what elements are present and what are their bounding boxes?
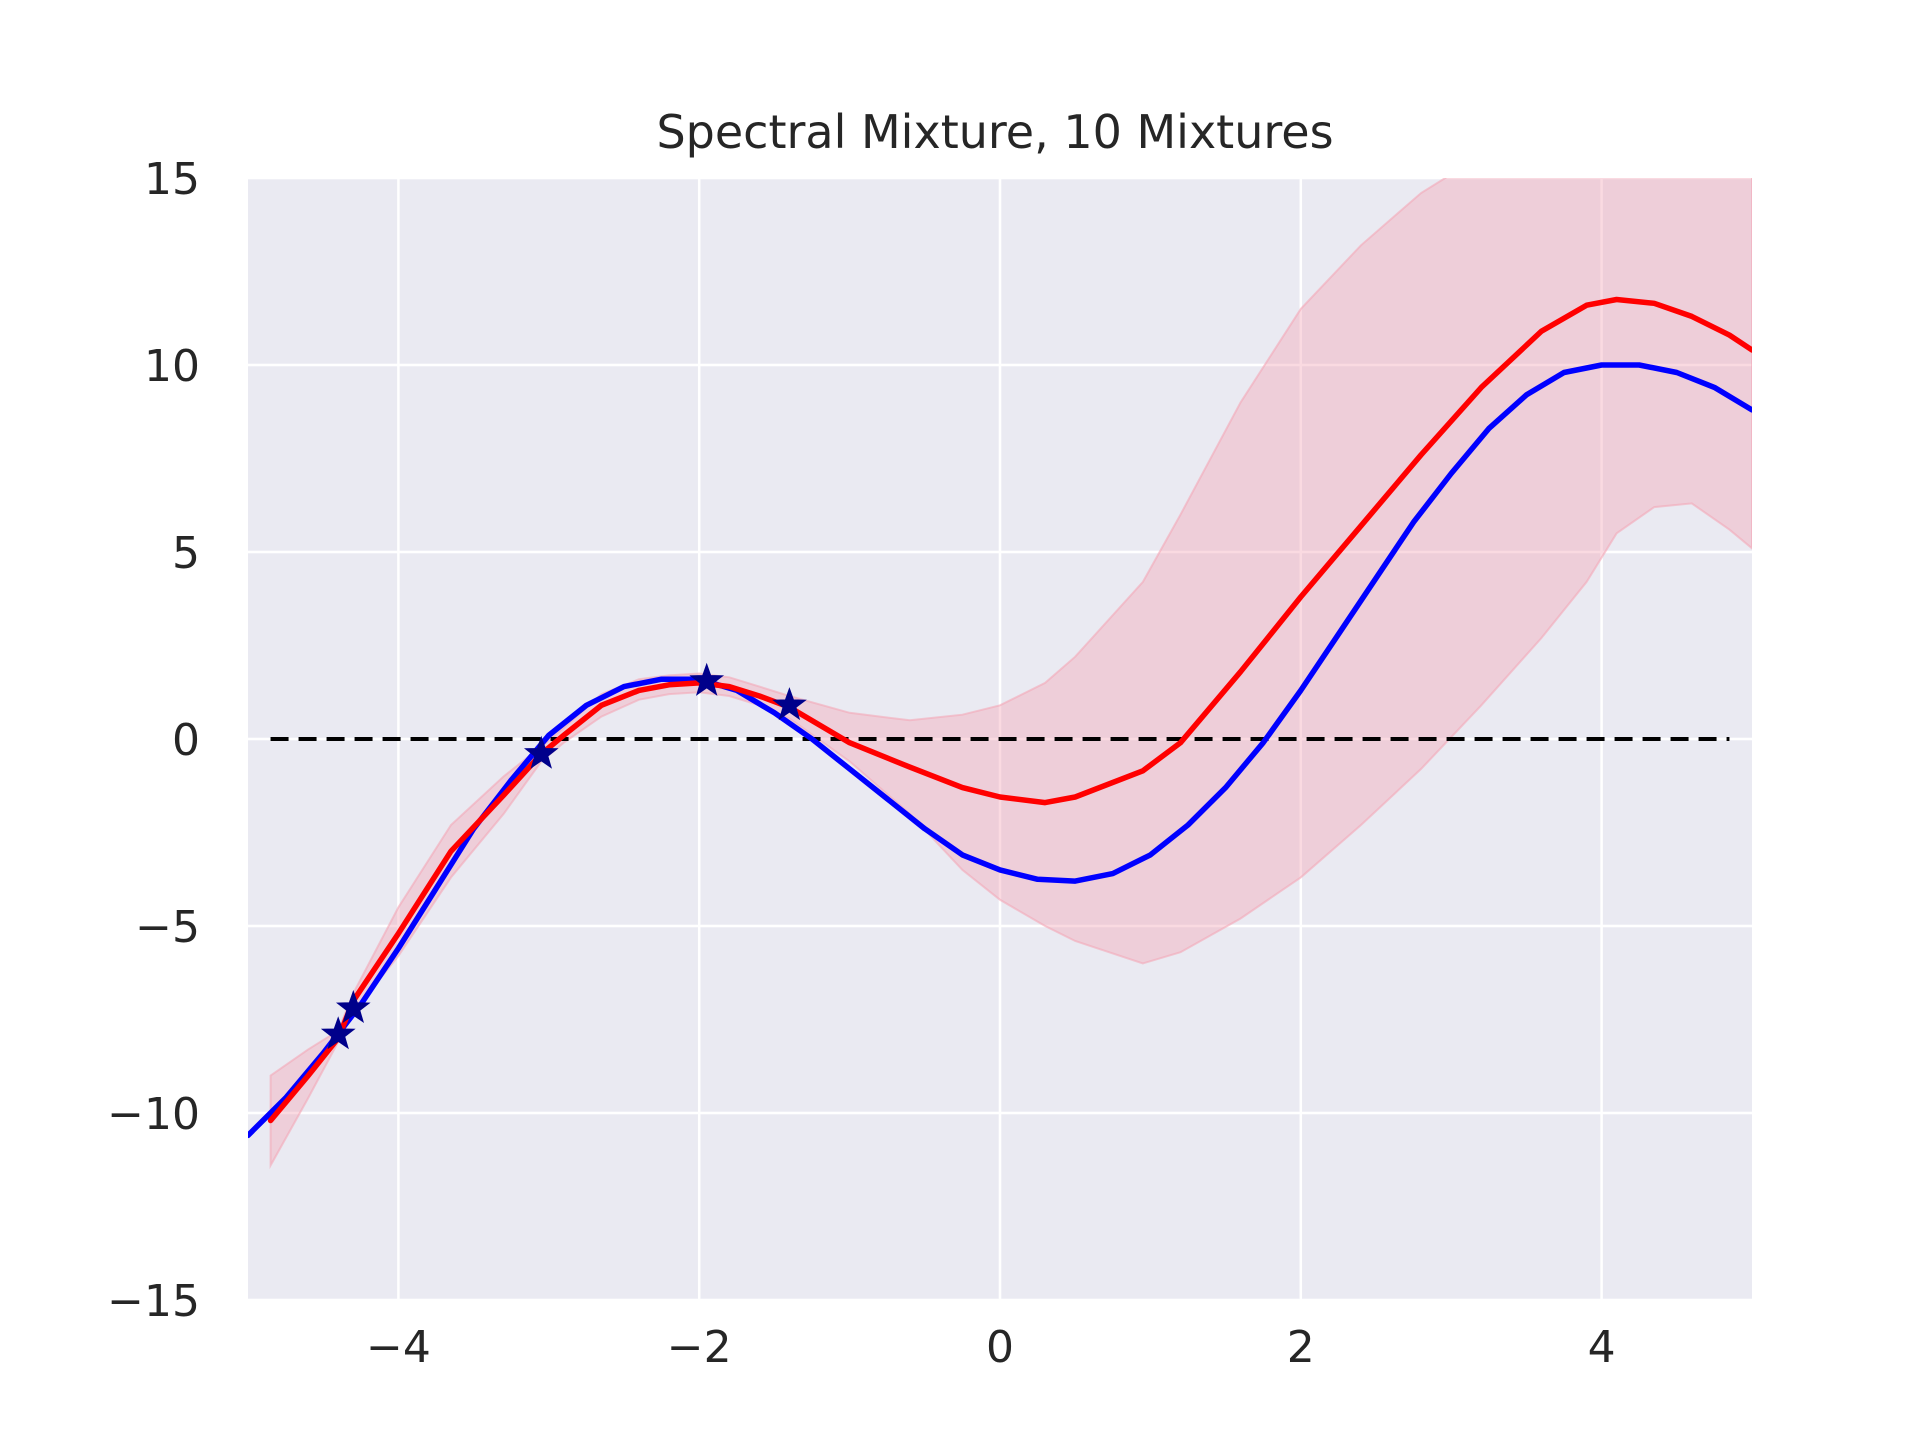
y-tick-label: 10 xyxy=(144,341,200,392)
tick-labels: −4 −2 0 2 4 −15 −10 −5 0 5 10 15 xyxy=(107,154,1615,1373)
x-tick-label: 0 xyxy=(986,1322,1014,1373)
series-layer xyxy=(248,296,1752,1139)
observation-point xyxy=(689,662,725,696)
x-tick-label: 4 xyxy=(1588,1322,1616,1373)
x-tick-label: 2 xyxy=(1287,1322,1315,1373)
confidence-band xyxy=(269,178,1752,1170)
predictive-mean-line xyxy=(267,296,1752,1124)
confidence-band-layer xyxy=(269,178,1752,1170)
y-tick-label: −15 xyxy=(107,1276,200,1327)
observation-point xyxy=(772,687,807,721)
observation-point xyxy=(523,735,559,769)
y-tick-label: 15 xyxy=(144,154,200,205)
observation-point xyxy=(320,1016,356,1050)
x-tick-label: −2 xyxy=(667,1322,732,1373)
y-tick-label: 5 xyxy=(172,528,200,579)
observation-point xyxy=(335,990,371,1023)
chart-title: Spectral Mixture, 10 Mixtures xyxy=(656,105,1333,159)
y-tick-label: −10 xyxy=(107,1089,200,1140)
observations-layer xyxy=(320,662,807,1050)
y-tick-label: −5 xyxy=(135,902,200,953)
x-tick-label: −4 xyxy=(366,1322,431,1373)
y-tick-label: 0 xyxy=(172,715,200,766)
true-function-line xyxy=(248,362,1752,1139)
